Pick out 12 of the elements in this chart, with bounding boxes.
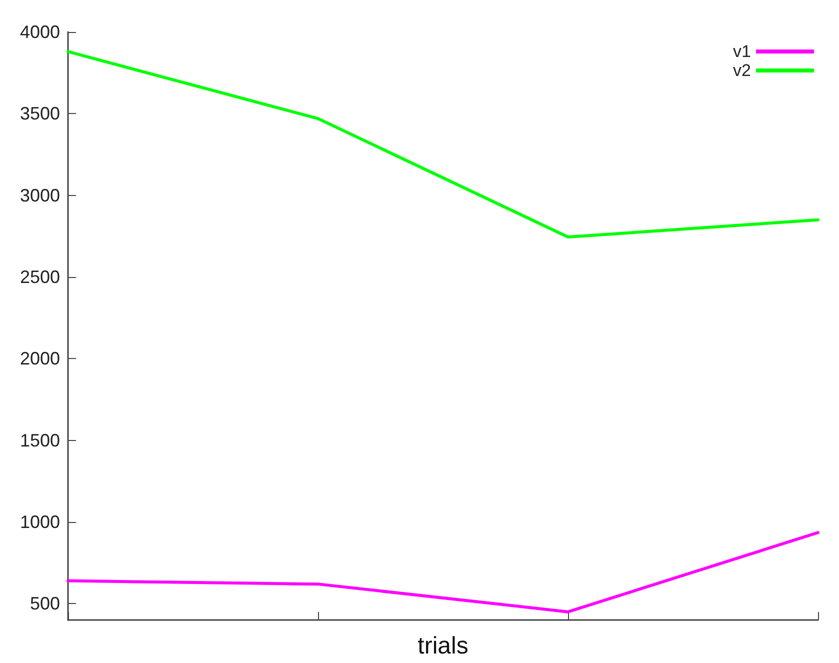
y-tick-label: 3500 xyxy=(20,104,60,124)
x-axis-title: trials xyxy=(418,632,468,660)
y-tick-label: 2500 xyxy=(20,267,60,287)
legend-label: v1 xyxy=(733,42,751,61)
y-tick-label: 4000 xyxy=(20,22,60,42)
y-tick-label: 2000 xyxy=(20,348,60,369)
y-tick-label: 500 xyxy=(30,594,60,614)
y-tick-label: 3000 xyxy=(20,185,60,206)
y-tick-label: 1000 xyxy=(20,512,60,532)
legend-label: v2 xyxy=(733,61,751,80)
y-tick-label: 1500 xyxy=(20,430,60,450)
line-series xyxy=(66,531,820,614)
